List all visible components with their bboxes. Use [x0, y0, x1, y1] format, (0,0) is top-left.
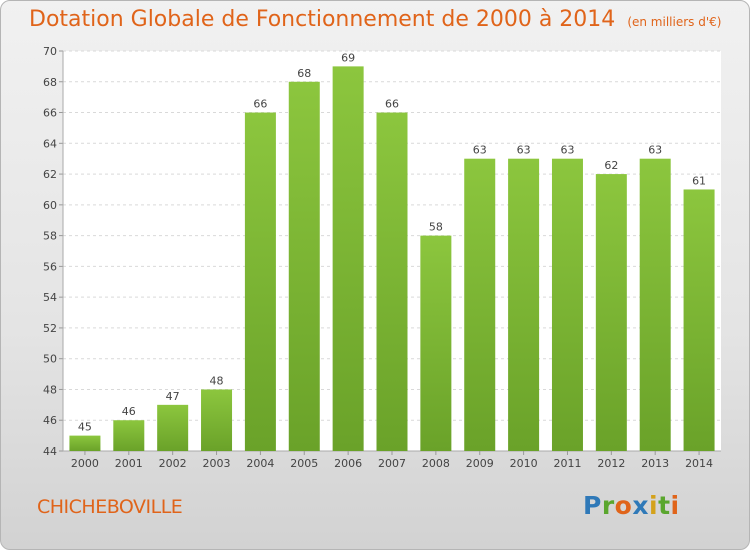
data-label: 46	[122, 405, 136, 418]
bar	[201, 389, 233, 451]
y-tick-label: 66	[43, 107, 57, 120]
logo-letter: x	[632, 491, 649, 520]
data-label: 63	[473, 144, 487, 157]
bar	[683, 189, 715, 451]
bar	[244, 112, 276, 452]
x-tick-label: 2008	[422, 457, 450, 470]
data-label: 63	[560, 144, 574, 157]
y-tick-label: 62	[43, 168, 57, 181]
bar	[288, 81, 320, 452]
y-tick-label: 60	[43, 199, 57, 212]
bar	[113, 420, 145, 451]
commune-name: CHICHEBOVILLE	[37, 496, 183, 518]
bar	[69, 435, 101, 451]
bar	[376, 112, 408, 452]
x-tick-label: 2010	[510, 457, 538, 470]
x-tick-label: 2007	[378, 457, 406, 470]
data-label: 63	[648, 144, 662, 157]
title-text: Dotation Globale de Fonctionnement de 20…	[29, 7, 616, 32]
data-label: 47	[166, 390, 180, 403]
x-tick-label: 2012	[597, 457, 625, 470]
bar	[551, 158, 583, 451]
x-tick-label: 2001	[115, 457, 143, 470]
bar	[595, 174, 627, 452]
y-tick-label: 70	[43, 45, 57, 58]
x-tick-label: 2006	[334, 457, 362, 470]
x-tick-label: 2014	[685, 457, 713, 470]
x-tick-label: 2011	[553, 457, 581, 470]
y-tick-label: 52	[43, 322, 57, 335]
logo-letter: o	[614, 491, 633, 520]
x-tick-label: 2004	[246, 457, 274, 470]
proxiti-logo: Proxiti	[583, 491, 680, 520]
y-tick-label: 64	[43, 137, 57, 150]
y-tick-label: 50	[43, 353, 57, 366]
data-label: 45	[78, 421, 92, 434]
bar	[508, 158, 540, 451]
data-label: 66	[253, 98, 267, 111]
data-label: 62	[604, 159, 618, 172]
x-tick-label: 2003	[203, 457, 231, 470]
logo-letter: P	[583, 491, 602, 520]
y-tick-label: 48	[43, 383, 57, 396]
data-label: 69	[341, 51, 355, 64]
data-label: 63	[517, 144, 531, 157]
y-tick-label: 58	[43, 230, 57, 243]
bar	[639, 158, 671, 451]
logo-letter: r	[601, 491, 615, 520]
bar	[157, 404, 189, 451]
bar	[464, 158, 496, 451]
data-label: 66	[385, 98, 399, 111]
data-label: 68	[297, 67, 311, 80]
chart-title: Dotation Globale de Fonctionnement de 20…	[29, 7, 721, 32]
data-label: 61	[692, 174, 706, 187]
y-tick-label: 68	[43, 76, 57, 89]
data-label: 48	[210, 374, 224, 387]
logo-letter: i	[649, 491, 659, 520]
data-label: 58	[429, 221, 443, 234]
x-tick-label: 2009	[466, 457, 494, 470]
y-tick-label: 46	[43, 414, 57, 427]
bar	[332, 66, 364, 451]
y-tick-label: 56	[43, 260, 57, 273]
logo-letter: i	[670, 491, 680, 520]
y-tick-label: 44	[43, 445, 57, 458]
x-tick-label: 2013	[641, 457, 669, 470]
y-tick-label: 54	[43, 291, 57, 304]
chart-subtitle: (en milliers d'€)	[627, 15, 722, 29]
logo-letter: t	[658, 491, 671, 520]
x-tick-label: 2005	[290, 457, 318, 470]
bar	[420, 235, 452, 451]
x-tick-label: 2002	[159, 457, 187, 470]
x-tick-label: 2000	[71, 457, 99, 470]
